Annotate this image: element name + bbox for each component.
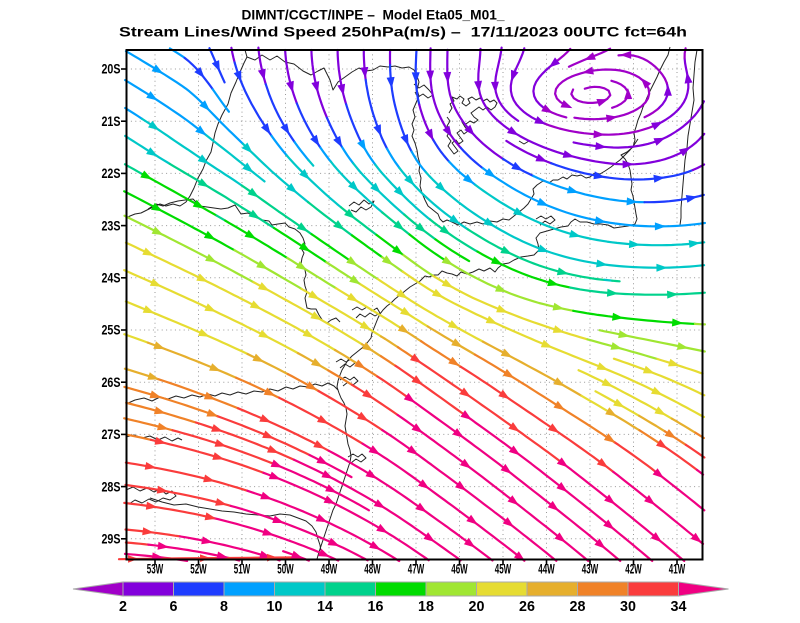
svg-text:46W: 46W xyxy=(451,561,468,576)
svg-text:14: 14 xyxy=(317,599,333,615)
svg-text:2: 2 xyxy=(119,599,127,615)
svg-text:41W: 41W xyxy=(669,561,686,576)
svg-text:28: 28 xyxy=(570,599,586,615)
svg-text:52W: 52W xyxy=(190,561,207,576)
svg-text:25S: 25S xyxy=(102,323,121,338)
svg-text:22S: 22S xyxy=(102,166,121,181)
svg-text:18: 18 xyxy=(418,599,434,615)
svg-text:26S: 26S xyxy=(102,375,121,390)
svg-text:43W: 43W xyxy=(582,561,599,576)
svg-text:51W: 51W xyxy=(234,561,251,576)
svg-text:42W: 42W xyxy=(625,561,642,576)
svg-text:30: 30 xyxy=(620,599,636,615)
svg-text:6: 6 xyxy=(170,599,178,615)
svg-text:45W: 45W xyxy=(495,561,512,576)
svg-text:28S: 28S xyxy=(102,479,121,494)
svg-text:8: 8 xyxy=(220,599,228,615)
svg-text:47W: 47W xyxy=(408,561,425,576)
svg-text:29S: 29S xyxy=(102,532,121,547)
svg-text:27S: 27S xyxy=(102,427,121,442)
svg-text:20: 20 xyxy=(469,599,485,615)
svg-text:48W: 48W xyxy=(364,561,381,576)
svg-text:44W: 44W xyxy=(538,561,555,576)
svg-text:21S: 21S xyxy=(102,114,121,129)
svg-text:53W: 53W xyxy=(147,561,164,576)
svg-text:26: 26 xyxy=(519,599,535,615)
svg-text:10: 10 xyxy=(267,599,283,615)
svg-text:23S: 23S xyxy=(102,218,121,233)
svg-text:16: 16 xyxy=(368,599,384,615)
svg-text:34: 34 xyxy=(671,599,687,615)
svg-text:DIMNT/CGCT/INPE – Model Eta05: DIMNT/CGCT/INPE – Model Eta05_M01_ xyxy=(242,8,505,23)
svg-text:Stream Lines/Wind Speed 250hPa: Stream Lines/Wind Speed 250hPa(m/s) – 17… xyxy=(119,25,687,40)
svg-text:24S: 24S xyxy=(102,271,121,286)
svg-text:49W: 49W xyxy=(321,561,338,576)
svg-text:20S: 20S xyxy=(102,62,121,77)
svg-text:50W: 50W xyxy=(277,561,294,576)
